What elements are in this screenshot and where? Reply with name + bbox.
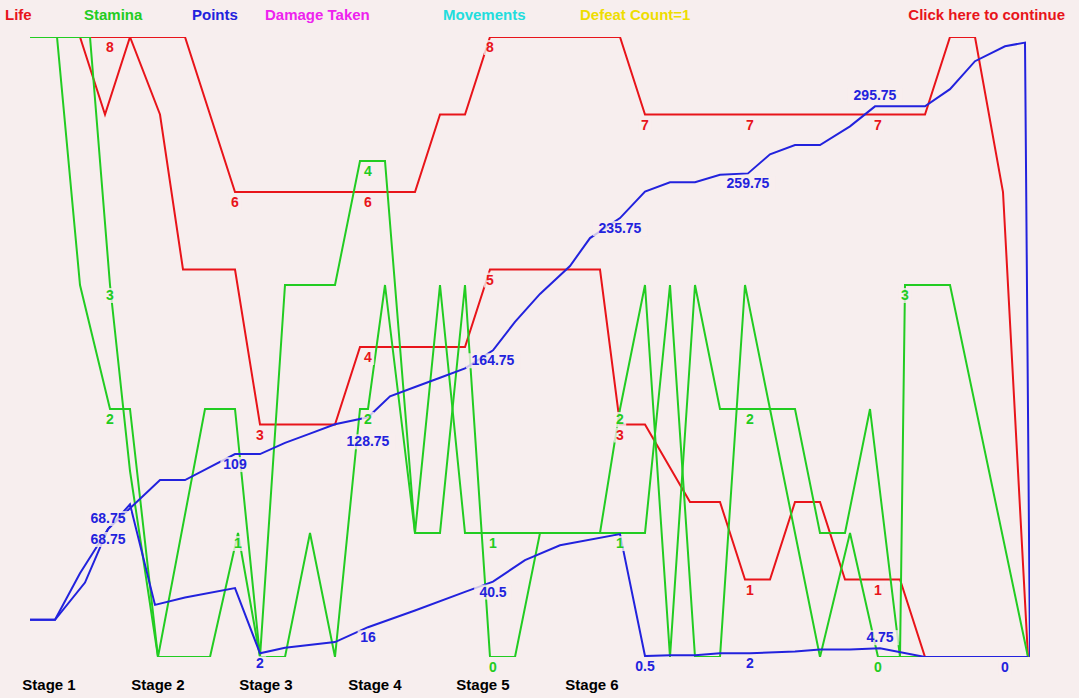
svg-text:7: 7 [746, 117, 754, 133]
svg-text:3: 3 [106, 287, 114, 303]
svg-text:1: 1 [874, 582, 882, 598]
svg-text:0: 0 [1001, 659, 1009, 675]
svg-text:8: 8 [106, 39, 114, 55]
svg-text:1: 1 [616, 535, 624, 551]
svg-text:68.75: 68.75 [90, 531, 125, 547]
svg-text:2: 2 [746, 411, 754, 427]
html-text:Click here to continue: Click here to continue [908, 6, 1065, 23]
svg-text:2: 2 [256, 655, 264, 671]
svg-text:40.5: 40.5 [479, 584, 506, 600]
html-text:Points: Points [192, 6, 238, 23]
svg-text:2: 2 [746, 655, 754, 671]
svg-text:128.75: 128.75 [347, 433, 390, 449]
svg-text:3: 3 [616, 427, 624, 443]
svg-text:Stage 4: Stage 4 [348, 676, 402, 693]
svg-text:6: 6 [231, 194, 239, 210]
svg-text:Stage 6: Stage 6 [565, 676, 618, 693]
svg-text:4.75: 4.75 [866, 629, 893, 645]
svg-text:Stage 1: Stage 1 [22, 676, 75, 693]
svg-text:5: 5 [486, 272, 494, 288]
svg-text:2: 2 [616, 411, 624, 427]
html-text:Life: Life [5, 6, 32, 23]
svg-text:1: 1 [234, 535, 242, 551]
html-text:Defeat Count=1: Defeat Count=1 [580, 6, 691, 23]
svg-text:6: 6 [364, 194, 372, 210]
svg-text:Stage 2: Stage 2 [131, 676, 184, 693]
svg-text:259.75: 259.75 [727, 175, 770, 191]
svg-text:295.75: 295.75 [854, 87, 897, 103]
svg-text:1: 1 [489, 535, 497, 551]
html-text:Movements: Movements [443, 6, 526, 23]
html-text:Damage Taken: Damage Taken [265, 6, 370, 23]
svg-text:0: 0 [489, 659, 497, 675]
svg-text:Stage 3: Stage 3 [239, 676, 292, 693]
svg-text:4: 4 [364, 349, 372, 365]
svg-text:7: 7 [874, 117, 882, 133]
svg-text:7: 7 [641, 117, 649, 133]
svg-text:3: 3 [901, 287, 909, 303]
svg-text:4: 4 [364, 163, 372, 179]
svg-text:3: 3 [256, 427, 264, 443]
svg-text:2: 2 [106, 411, 114, 427]
svg-text:Stage 5: Stage 5 [456, 676, 509, 693]
svg-text:8: 8 [486, 39, 494, 55]
svg-text:1: 1 [746, 582, 754, 598]
svg-text:235.75: 235.75 [599, 220, 642, 236]
svg-text:16: 16 [360, 629, 376, 645]
svg-text:164.75: 164.75 [472, 352, 515, 368]
svg-text:0.5: 0.5 [635, 658, 655, 674]
svg-text:109: 109 [223, 456, 247, 472]
svg-text:68.75: 68.75 [90, 510, 125, 526]
html-text:Stamina: Stamina [84, 6, 143, 23]
svg-text:0: 0 [874, 659, 882, 675]
svg-text:2: 2 [364, 411, 372, 427]
